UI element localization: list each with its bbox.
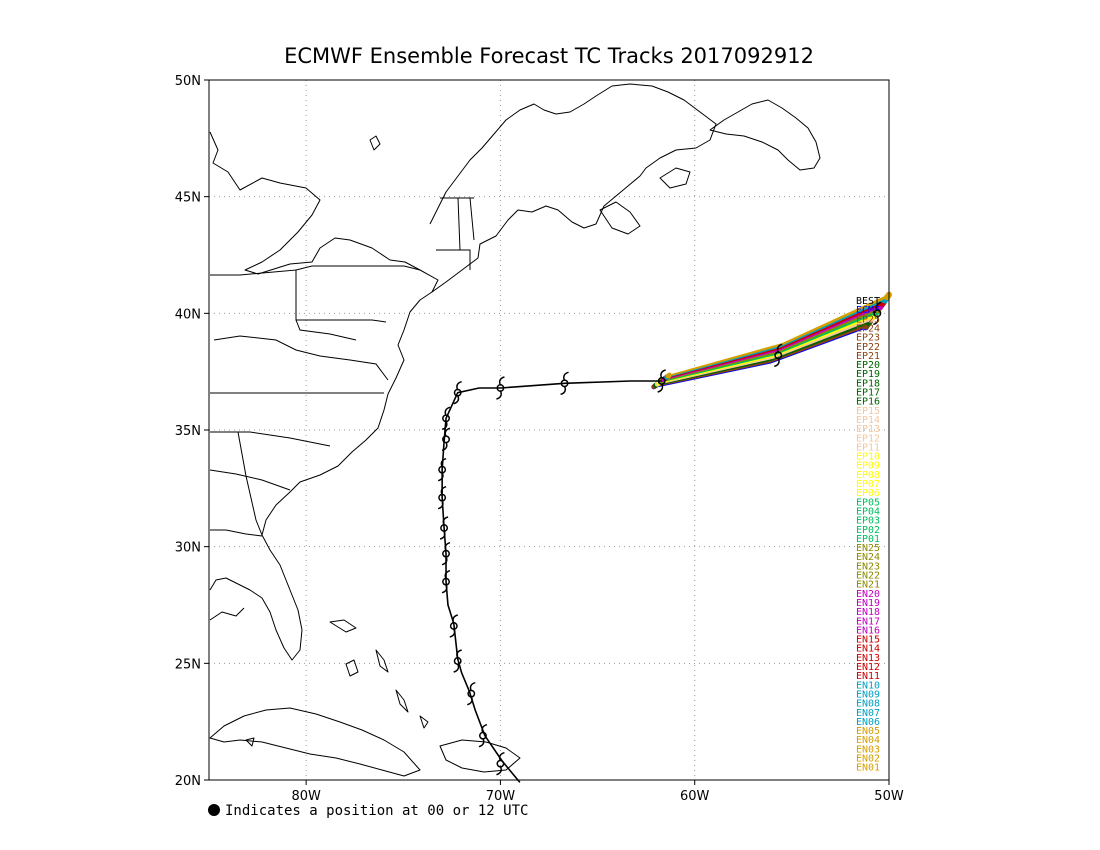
legend-entry-en06: EN06	[856, 717, 880, 728]
legend-entry-ep01: EP01	[856, 534, 880, 545]
legend-entry-en24: EN24	[856, 552, 880, 563]
hurricane-symbol-icon	[496, 376, 505, 400]
legend-entry-en03: EN03	[856, 744, 880, 755]
legend-entry-en10: EN10	[856, 680, 880, 691]
legend-entry-en25: EN25	[856, 543, 880, 554]
legend-entry-en13: EN13	[856, 653, 880, 664]
hurricane-symbol-icon	[449, 614, 459, 638]
hurricane-symbol-icon	[560, 371, 569, 396]
legend-entry-en14: EN14	[856, 644, 880, 655]
hurricane-symbol-icon	[441, 541, 451, 566]
coastline	[209, 83, 821, 777]
hurricane-symbol-icon	[441, 427, 451, 452]
legend-entry-ep19: EP19	[856, 369, 880, 380]
legend-entry-ep09: EP09	[856, 461, 880, 472]
lon-tick-label: 50W	[874, 789, 904, 804]
hurricane-symbol-icon	[453, 380, 462, 405]
lat-tick-label: 25N	[175, 657, 201, 672]
legend-entry-en04: EN04	[856, 735, 880, 746]
hurricane-symbol-icon	[478, 723, 488, 748]
legend-entry-en01: EN01	[856, 763, 880, 774]
legend-entry-ep24: EP24	[856, 323, 880, 334]
legend-entry-ep18: EP18	[856, 378, 880, 389]
legend-entry-en02: EN02	[856, 754, 880, 765]
hurricane-symbol-icon	[441, 406, 451, 431]
legend-entry-ep20: EP20	[856, 360, 880, 371]
legend-entry-en15: EN15	[856, 635, 880, 646]
map-title: ECMWF Ensemble Forecast TC Tracks 201709…	[284, 44, 814, 68]
legend-entry-ep12: EP12	[856, 433, 880, 444]
lon-tick-label: 80W	[291, 789, 321, 804]
lat-tick-label: 20N	[175, 774, 201, 789]
hurricane-symbol-icon	[437, 485, 447, 510]
legend-entry-ep21: EP21	[856, 351, 880, 362]
legend-entry-ep10: EP10	[856, 452, 880, 463]
lat-tick-label: 30N	[175, 541, 201, 556]
legend-entry-en05: EN05	[856, 726, 880, 737]
ensemble-legend: BESTECMFEP25EP24EP23EP22EP21EP20EP19EP18…	[856, 296, 880, 774]
legend-entry-en20: EN20	[856, 589, 880, 600]
state-borders	[209, 197, 475, 536]
hurricane-symbol-icon	[441, 569, 451, 594]
hurricane-symbol-icon	[774, 343, 783, 368]
legend-entry-en19: EN19	[856, 598, 880, 609]
lat-lon-grid	[209, 79, 890, 781]
legend-entry-en07: EN07	[856, 708, 880, 719]
legend-entry-ep23: EP23	[856, 333, 880, 344]
footnote: Indicates a position at 00 or 12 UTC	[225, 803, 528, 819]
legend-entry-ep16: EP16	[856, 397, 880, 408]
legend-entry-en08: EN08	[856, 699, 880, 710]
hurricane-symbol-icon	[467, 681, 476, 706]
legend-entry-en11: EN11	[856, 671, 880, 682]
hurricane-symbol-icon	[439, 516, 449, 540]
legend-entry-ep07: EP07	[856, 479, 880, 490]
legend-entry-ep06: EP06	[856, 488, 880, 499]
hurricane-symbol-icon	[657, 369, 666, 393]
legend-entry-ep03: EP03	[856, 516, 880, 527]
legend-entry-best: BEST	[856, 296, 880, 307]
legend-entry-ep15: EP15	[856, 406, 880, 417]
legend-entry-ep11: EP11	[856, 442, 880, 453]
legend-entry-ep22: EP22	[856, 342, 880, 353]
best-track	[441, 380, 662, 783]
legend-entry-en21: EN21	[856, 580, 880, 591]
legend-entry-ecmf: ECMF	[856, 305, 880, 316]
legend-entry-ep13: EP13	[856, 424, 880, 435]
axis-ticks: 80W 70W 60W 50W 20N 25N 30N 35N 40N 45N 50N	[175, 74, 904, 804]
lon-tick-label: 60W	[680, 789, 710, 804]
legend-entry-ep05: EP05	[856, 497, 880, 508]
hurricane-symbol-icon	[437, 457, 447, 482]
legend-entry-ep08: EP08	[856, 470, 880, 481]
legend-entry-en09: EN09	[856, 689, 880, 700]
legend-entry-en18: EN18	[856, 607, 880, 618]
lat-tick-label: 40N	[175, 307, 201, 322]
legend-entry-ep02: EP02	[856, 525, 880, 536]
lon-tick-label: 70W	[486, 789, 516, 804]
legend-entry-ep25: EP25	[856, 314, 880, 325]
best-track-line	[441, 380, 662, 783]
lat-tick-label: 35N	[175, 424, 201, 439]
hurricane-symbol-icon	[873, 301, 882, 326]
hurricane-symbol-icon	[453, 649, 462, 673]
legend-entry-ep17: EP17	[856, 388, 880, 399]
legend-entry-ep14: EP14	[856, 415, 880, 426]
position-dot-icon	[208, 804, 220, 816]
legend-entry-en22: EN22	[856, 571, 880, 582]
legend-entry-en23: EN23	[856, 561, 880, 572]
legend-entry-en17: EN17	[856, 616, 880, 627]
ensemble-track-en01	[669, 294, 890, 376]
hurricane-symbol-icon	[496, 751, 505, 776]
ensemble-startpoint-en01	[666, 372, 672, 378]
position-symbols	[437, 301, 882, 776]
legend-entry-ep04: EP04	[856, 506, 880, 517]
lat-tick-label: 45N	[175, 191, 201, 206]
legend-entry-en16: EN16	[856, 625, 880, 636]
lat-tick-label: 50N	[175, 74, 201, 89]
legend-entry-en12: EN12	[856, 662, 880, 673]
